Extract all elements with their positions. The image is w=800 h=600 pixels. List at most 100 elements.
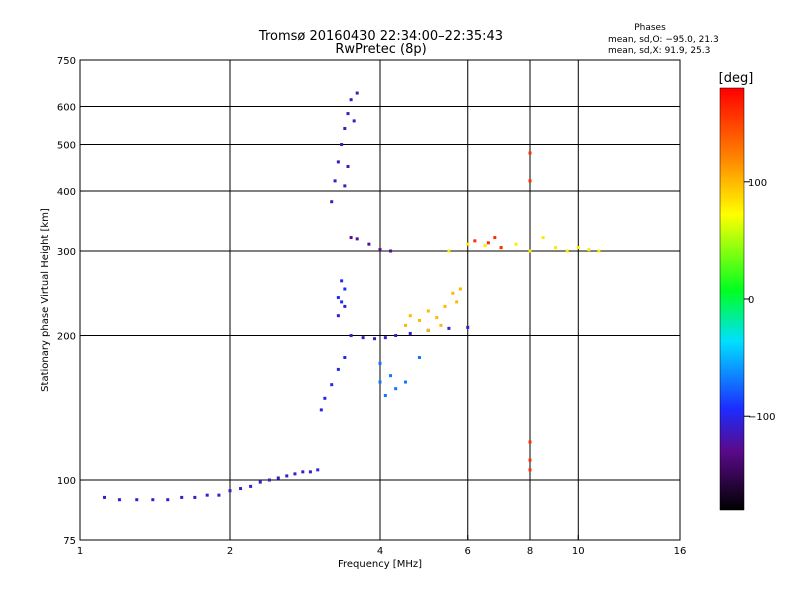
data-point — [343, 304, 347, 308]
data-point — [451, 291, 455, 295]
data-point — [135, 498, 139, 502]
y-axis-label: Stationary phase Virtual Height [km] — [40, 208, 51, 392]
data-point — [336, 160, 340, 164]
data-point — [389, 249, 393, 253]
data-point — [336, 314, 340, 318]
data-point — [340, 300, 344, 304]
y-tick-label: 500 — [57, 141, 76, 152]
data-point — [408, 331, 412, 335]
x-tick-label: 8 — [527, 546, 533, 557]
data-point — [408, 314, 412, 318]
data-point — [597, 249, 601, 253]
data-point — [343, 184, 347, 188]
chart-subtitle: RwPretec (8p) — [335, 42, 426, 57]
data-point — [565, 249, 569, 253]
data-point — [352, 119, 356, 123]
data-point — [587, 248, 591, 252]
y-tick-label: 75 — [63, 536, 76, 547]
x-tick-label: 4 — [377, 546, 383, 557]
data-point — [528, 179, 532, 183]
data-point — [276, 476, 280, 480]
data-point — [249, 484, 253, 488]
data-point — [355, 237, 359, 241]
y-tick-label: 100 — [57, 476, 76, 487]
data-point — [239, 487, 243, 491]
x-tick-label: 6 — [465, 546, 471, 557]
data-point — [355, 91, 359, 95]
colorbar-tick-label: 0 — [748, 295, 754, 306]
y-tick-label: 600 — [57, 103, 76, 114]
data-point — [514, 242, 518, 246]
data-point — [486, 241, 490, 245]
colorbar-label: [deg] — [719, 71, 754, 86]
data-point — [151, 498, 155, 502]
data-point — [439, 323, 443, 327]
data-point — [330, 200, 334, 204]
stats-x-mode: mean, sd,X: 91.9, 25.3 — [608, 46, 710, 56]
data-point — [473, 239, 477, 243]
data-point — [361, 336, 365, 340]
data-point — [193, 495, 197, 499]
data-point — [349, 334, 353, 338]
y-axis-ticks: 75 100 200 300 400 500 600 750 — [57, 56, 85, 547]
data-point — [217, 493, 221, 497]
colorbar-tick-label: 100 — [748, 178, 767, 189]
data-point — [293, 472, 297, 476]
data-point — [499, 246, 503, 250]
data-point — [340, 279, 344, 283]
data-point — [528, 468, 532, 472]
data-point — [528, 151, 532, 155]
data-point — [394, 387, 398, 391]
data-point — [336, 296, 340, 300]
data-point — [417, 355, 421, 359]
data-point — [394, 334, 398, 338]
colorbar — [719, 87, 745, 511]
data-point — [319, 408, 323, 412]
data-point — [378, 361, 382, 365]
data-point — [346, 164, 350, 168]
data-point — [349, 236, 353, 240]
data-point — [378, 380, 382, 384]
x-tick-label: 2 — [227, 546, 233, 557]
stats-heading: Phases — [634, 23, 666, 33]
data-point — [323, 396, 327, 400]
data-point — [443, 304, 447, 308]
data-point — [378, 248, 382, 252]
data-point — [528, 440, 532, 444]
data-point — [267, 478, 271, 482]
data-point — [205, 493, 209, 497]
data-point — [258, 480, 262, 484]
y-tick-label: 400 — [57, 187, 76, 198]
data-point — [340, 143, 344, 147]
data-point — [285, 474, 289, 478]
data-point — [466, 325, 470, 329]
data-point — [330, 383, 334, 387]
data-point — [455, 300, 459, 304]
data-point — [180, 495, 184, 499]
data-point — [447, 326, 451, 330]
y-tick-label: 300 — [57, 247, 76, 258]
data-point — [458, 287, 462, 291]
data-point — [316, 468, 320, 472]
x-axis-label: Frequency [MHz] — [338, 559, 422, 570]
stats-o-mode: mean, sd,O: −95.0, 21.3 — [608, 35, 719, 45]
data-point — [346, 112, 350, 116]
data-point — [553, 246, 557, 250]
x-axis-ticks: 1 2 4 6 8 10 16 — [77, 535, 686, 557]
data-point — [466, 242, 470, 246]
data-point — [349, 98, 353, 102]
data-point — [373, 337, 377, 341]
data-point — [343, 287, 347, 291]
data-point — [528, 458, 532, 462]
data-point — [528, 249, 532, 253]
data-point — [333, 179, 337, 183]
data-point — [417, 318, 421, 322]
data-point — [426, 309, 430, 313]
data-point — [336, 367, 340, 371]
data-point — [308, 470, 312, 474]
data-point — [117, 498, 121, 502]
data-point — [103, 495, 107, 499]
data-point — [541, 236, 545, 240]
data-point — [403, 323, 407, 327]
